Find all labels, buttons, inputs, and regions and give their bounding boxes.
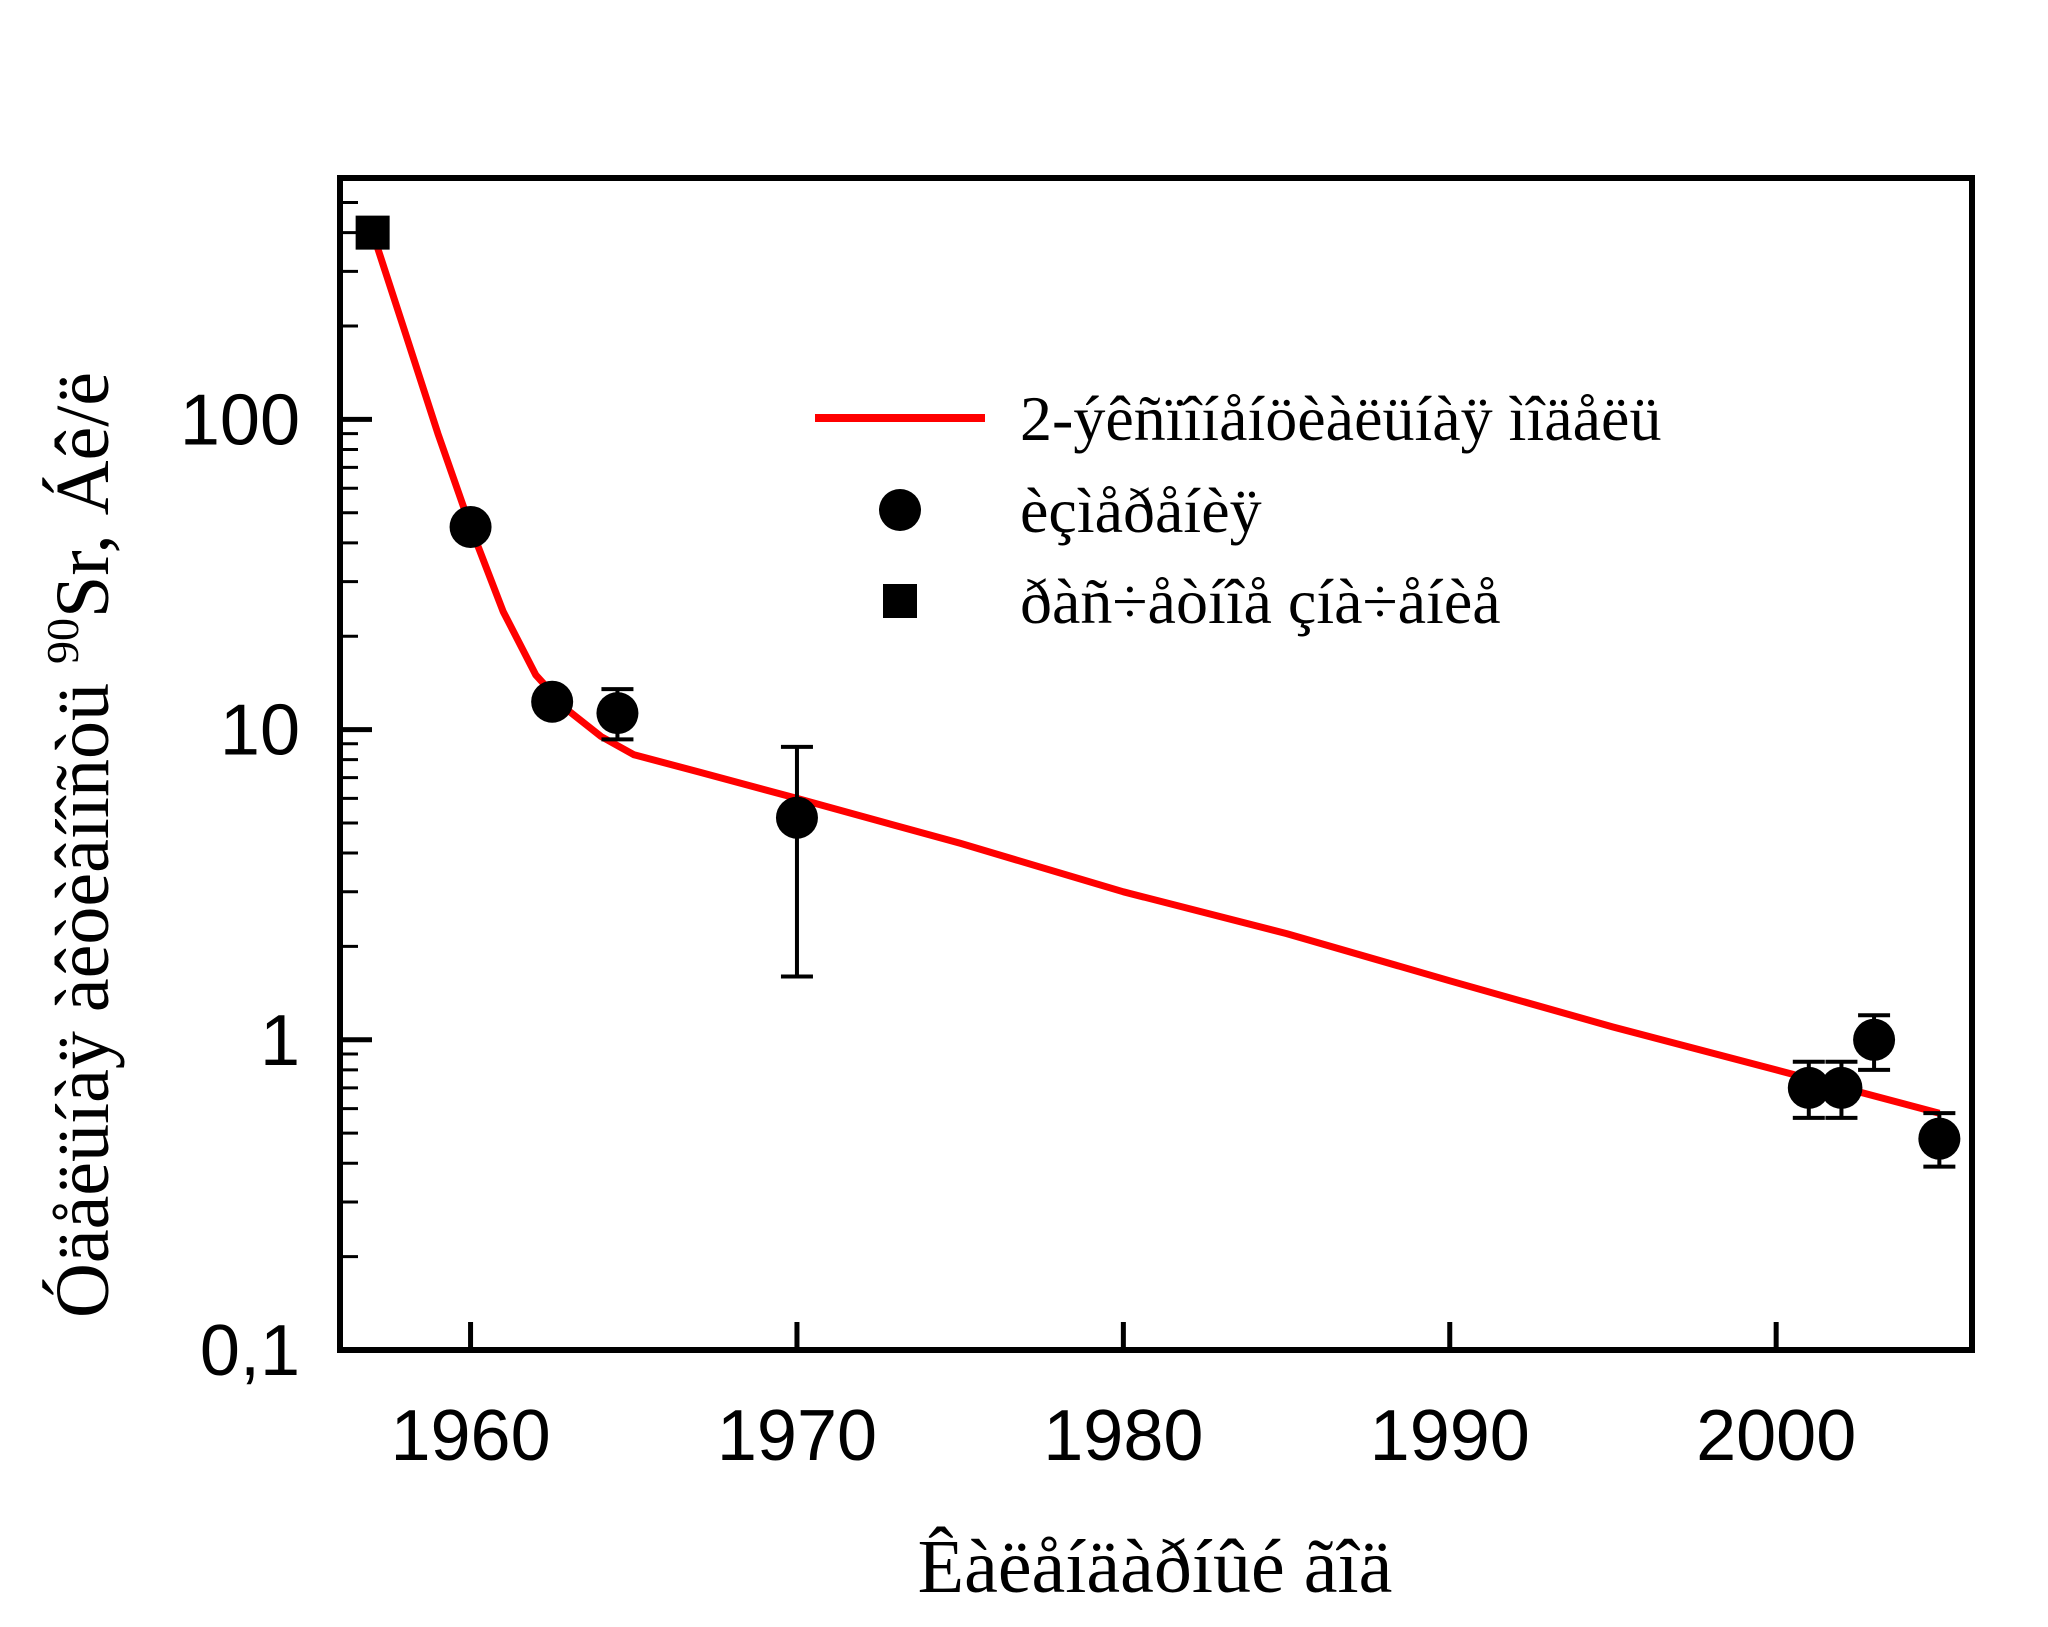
y-tick-label: 100 [180, 380, 300, 460]
y-axis-title-superscript: 90 [37, 618, 88, 664]
x-tick-label: 2000 [1696, 1396, 1856, 1476]
x-axis-title: Êàëåíäàðíûé ãîä [918, 1525, 1393, 1609]
y-axis-ticks: 0,1 1 10 100 [180, 176, 372, 1391]
plot-frame [337, 175, 1975, 1353]
measurement-point [1787, 1066, 1830, 1109]
plot-area [355, 215, 1961, 1169]
x-axis-ticks: 1960 1970 1980 1990 2000 [390, 1322, 1856, 1476]
calculated-point [355, 215, 390, 250]
legend-circle-swatch [879, 489, 921, 531]
measurement-point [449, 505, 492, 548]
measurement-point [775, 796, 818, 839]
legend: 2-ýêñïîíåíöèàëüíàÿ ìîäåëü èçìåðåíèÿ ðàñ÷… [815, 383, 1661, 637]
x-tick-label: 1990 [1370, 1396, 1530, 1476]
y-axis-title-tail: Sr, Áê/ë [41, 372, 125, 618]
y-axis-title-main: Óäåëüíàÿ àêòèâíîñòü [41, 664, 125, 1318]
model-curve [369, 231, 1941, 1117]
x-tick-label: 1960 [390, 1396, 550, 1476]
y-tick-label: 10 [220, 691, 300, 771]
x-tick-label: 1970 [717, 1396, 877, 1476]
y-axis-title: Óäåëüíàÿ àêòèâíîñòü 90Sr, Áê/ë [37, 372, 125, 1318]
x-tick-label: 1980 [1043, 1396, 1203, 1476]
legend-label-measurements: èçìåðåíèÿ [1020, 475, 1262, 546]
measurement-point [1820, 1066, 1863, 1109]
legend-square-swatch [883, 584, 917, 618]
y-tick-label: 1 [260, 1001, 300, 1081]
legend-label-model: 2-ýêñïîíåíöèàëüíàÿ ìîäåëü [1020, 383, 1661, 454]
legend-label-calculated: ðàñ÷åòíîå çíà÷åíèå [1020, 566, 1501, 637]
measurement-point [1918, 1117, 1961, 1160]
measurement-point [1853, 1018, 1896, 1061]
measurement-point [531, 680, 574, 723]
measurement-point [596, 692, 639, 735]
y-tick-label: 0,1 [200, 1311, 300, 1391]
